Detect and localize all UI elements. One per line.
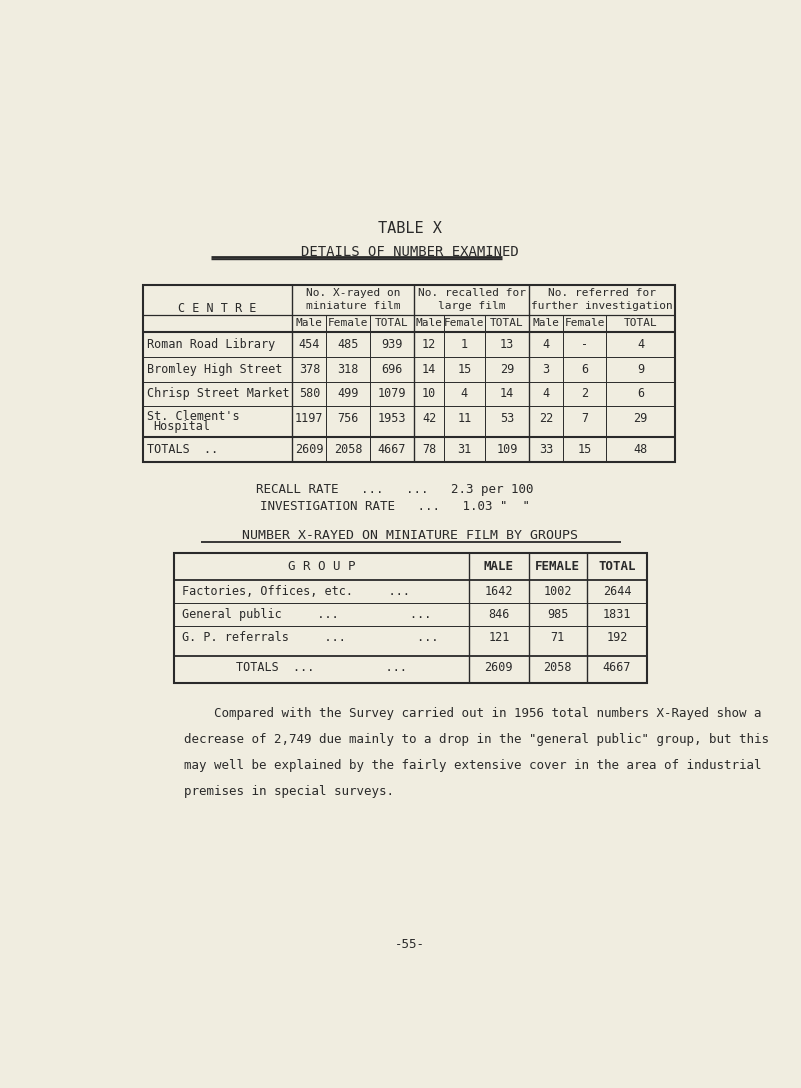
Text: 1079: 1079 bbox=[377, 387, 406, 400]
Text: Female: Female bbox=[328, 318, 368, 327]
Text: 11: 11 bbox=[457, 412, 472, 425]
Text: RECALL RATE   ...   ...   2.3 per 100: RECALL RATE ... ... 2.3 per 100 bbox=[256, 483, 533, 496]
Text: TOTAL: TOTAL bbox=[598, 560, 636, 573]
Text: 2: 2 bbox=[581, 387, 588, 400]
Text: 14: 14 bbox=[500, 387, 514, 400]
Text: FEMALE: FEMALE bbox=[535, 560, 580, 573]
Text: premises in special surveys.: premises in special surveys. bbox=[183, 786, 394, 799]
Text: 6: 6 bbox=[637, 387, 644, 400]
Text: 78: 78 bbox=[422, 443, 437, 456]
Text: TOTAL: TOTAL bbox=[490, 318, 524, 327]
Text: Hospital: Hospital bbox=[154, 420, 211, 433]
Text: 454: 454 bbox=[299, 338, 320, 351]
Text: -: - bbox=[581, 338, 588, 351]
Text: 109: 109 bbox=[497, 443, 517, 456]
Text: 1953: 1953 bbox=[377, 412, 406, 425]
Text: 846: 846 bbox=[488, 608, 509, 621]
Text: 318: 318 bbox=[337, 362, 359, 375]
Text: 4667: 4667 bbox=[603, 660, 631, 673]
Text: NUMBER X-RAYED ON MINIATURE FILM BY GROUPS: NUMBER X-RAYED ON MINIATURE FILM BY GROU… bbox=[242, 530, 578, 543]
Text: 3: 3 bbox=[542, 362, 549, 375]
Text: TOTAL: TOTAL bbox=[375, 318, 409, 327]
Text: 14: 14 bbox=[422, 362, 437, 375]
Text: Factories, Offices, etc.     ...: Factories, Offices, etc. ... bbox=[182, 585, 409, 598]
Text: TOTALS  ...          ...: TOTALS ... ... bbox=[235, 660, 407, 673]
Text: G R O U P: G R O U P bbox=[288, 560, 355, 573]
Text: 696: 696 bbox=[381, 362, 403, 375]
Text: 1642: 1642 bbox=[485, 585, 513, 598]
Text: 31: 31 bbox=[457, 443, 472, 456]
Text: 2058: 2058 bbox=[334, 443, 362, 456]
Text: MALE: MALE bbox=[484, 560, 514, 573]
Text: 4: 4 bbox=[542, 338, 549, 351]
Text: 1002: 1002 bbox=[544, 585, 572, 598]
Text: Roman Road Library: Roman Road Library bbox=[147, 338, 276, 351]
Text: 4: 4 bbox=[542, 387, 549, 400]
Text: 192: 192 bbox=[606, 631, 628, 644]
Text: DETAILS OF NUMBER EXAMINED: DETAILS OF NUMBER EXAMINED bbox=[301, 245, 519, 259]
Text: decrease of 2,749 due mainly to a drop in the "general public" group, but this: decrease of 2,749 due mainly to a drop i… bbox=[183, 732, 769, 745]
Bar bbox=[174, 553, 647, 683]
Text: 499: 499 bbox=[337, 387, 359, 400]
Text: 756: 756 bbox=[337, 412, 359, 425]
Text: 6: 6 bbox=[581, 362, 588, 375]
Text: Female: Female bbox=[444, 318, 485, 327]
Text: -55-: -55- bbox=[395, 938, 425, 951]
Text: No. referred for
further investigation: No. referred for further investigation bbox=[531, 287, 673, 311]
Text: 2058: 2058 bbox=[544, 660, 572, 673]
Text: 42: 42 bbox=[422, 412, 437, 425]
Text: 53: 53 bbox=[500, 412, 514, 425]
Text: 1197: 1197 bbox=[295, 412, 324, 425]
Text: Compared with the Survey carried out in 1956 total numbers X-Rayed show a: Compared with the Survey carried out in … bbox=[183, 706, 761, 719]
Text: Male: Male bbox=[296, 318, 323, 327]
Bar bbox=[143, 285, 675, 461]
Text: 15: 15 bbox=[457, 362, 472, 375]
Text: 7: 7 bbox=[581, 412, 588, 425]
Text: 4: 4 bbox=[461, 387, 468, 400]
Text: 4667: 4667 bbox=[377, 443, 406, 456]
Text: C E N T R E: C E N T R E bbox=[179, 302, 257, 314]
Text: 580: 580 bbox=[299, 387, 320, 400]
Text: Male: Male bbox=[416, 318, 443, 327]
Text: 2644: 2644 bbox=[603, 585, 631, 598]
Text: No. X-rayed on
miniature film: No. X-rayed on miniature film bbox=[306, 287, 400, 311]
Text: 9: 9 bbox=[637, 362, 644, 375]
Text: General public     ...          ...: General public ... ... bbox=[182, 608, 431, 621]
Text: 29: 29 bbox=[500, 362, 514, 375]
Text: 33: 33 bbox=[539, 443, 553, 456]
Text: 29: 29 bbox=[634, 412, 648, 425]
Text: 71: 71 bbox=[550, 631, 565, 644]
Text: G. P. referrals     ...          ...: G. P. referrals ... ... bbox=[182, 631, 438, 644]
Text: Male: Male bbox=[533, 318, 560, 327]
Text: 15: 15 bbox=[578, 443, 592, 456]
Text: 939: 939 bbox=[381, 338, 403, 351]
Text: 12: 12 bbox=[422, 338, 437, 351]
Text: St. Clement's: St. Clement's bbox=[147, 410, 240, 423]
Text: Bromley High Street: Bromley High Street bbox=[147, 362, 283, 375]
Text: 2609: 2609 bbox=[295, 443, 324, 456]
Text: 48: 48 bbox=[634, 443, 648, 456]
Text: 13: 13 bbox=[500, 338, 514, 351]
Text: 1831: 1831 bbox=[603, 608, 631, 621]
Text: 10: 10 bbox=[422, 387, 437, 400]
Text: 378: 378 bbox=[299, 362, 320, 375]
Text: Chrisp Street Market: Chrisp Street Market bbox=[147, 387, 290, 400]
Text: 1: 1 bbox=[461, 338, 468, 351]
Text: 4: 4 bbox=[637, 338, 644, 351]
Text: TOTALS  ..: TOTALS .. bbox=[147, 443, 219, 456]
Text: 2609: 2609 bbox=[485, 660, 513, 673]
Text: 985: 985 bbox=[547, 608, 569, 621]
Text: 485: 485 bbox=[337, 338, 359, 351]
Text: TOTAL: TOTAL bbox=[624, 318, 658, 327]
Text: 121: 121 bbox=[488, 631, 509, 644]
Text: No. recalled for
large film: No. recalled for large film bbox=[418, 287, 525, 311]
Text: 22: 22 bbox=[539, 412, 553, 425]
Text: Female: Female bbox=[564, 318, 605, 327]
Text: INVESTIGATION RATE   ...   1.03 "  ": INVESTIGATION RATE ... 1.03 " " bbox=[260, 500, 529, 514]
Text: may well be explained by the fairly extensive cover in the area of industrial: may well be explained by the fairly exte… bbox=[183, 759, 761, 771]
Text: TABLE X: TABLE X bbox=[378, 222, 442, 236]
